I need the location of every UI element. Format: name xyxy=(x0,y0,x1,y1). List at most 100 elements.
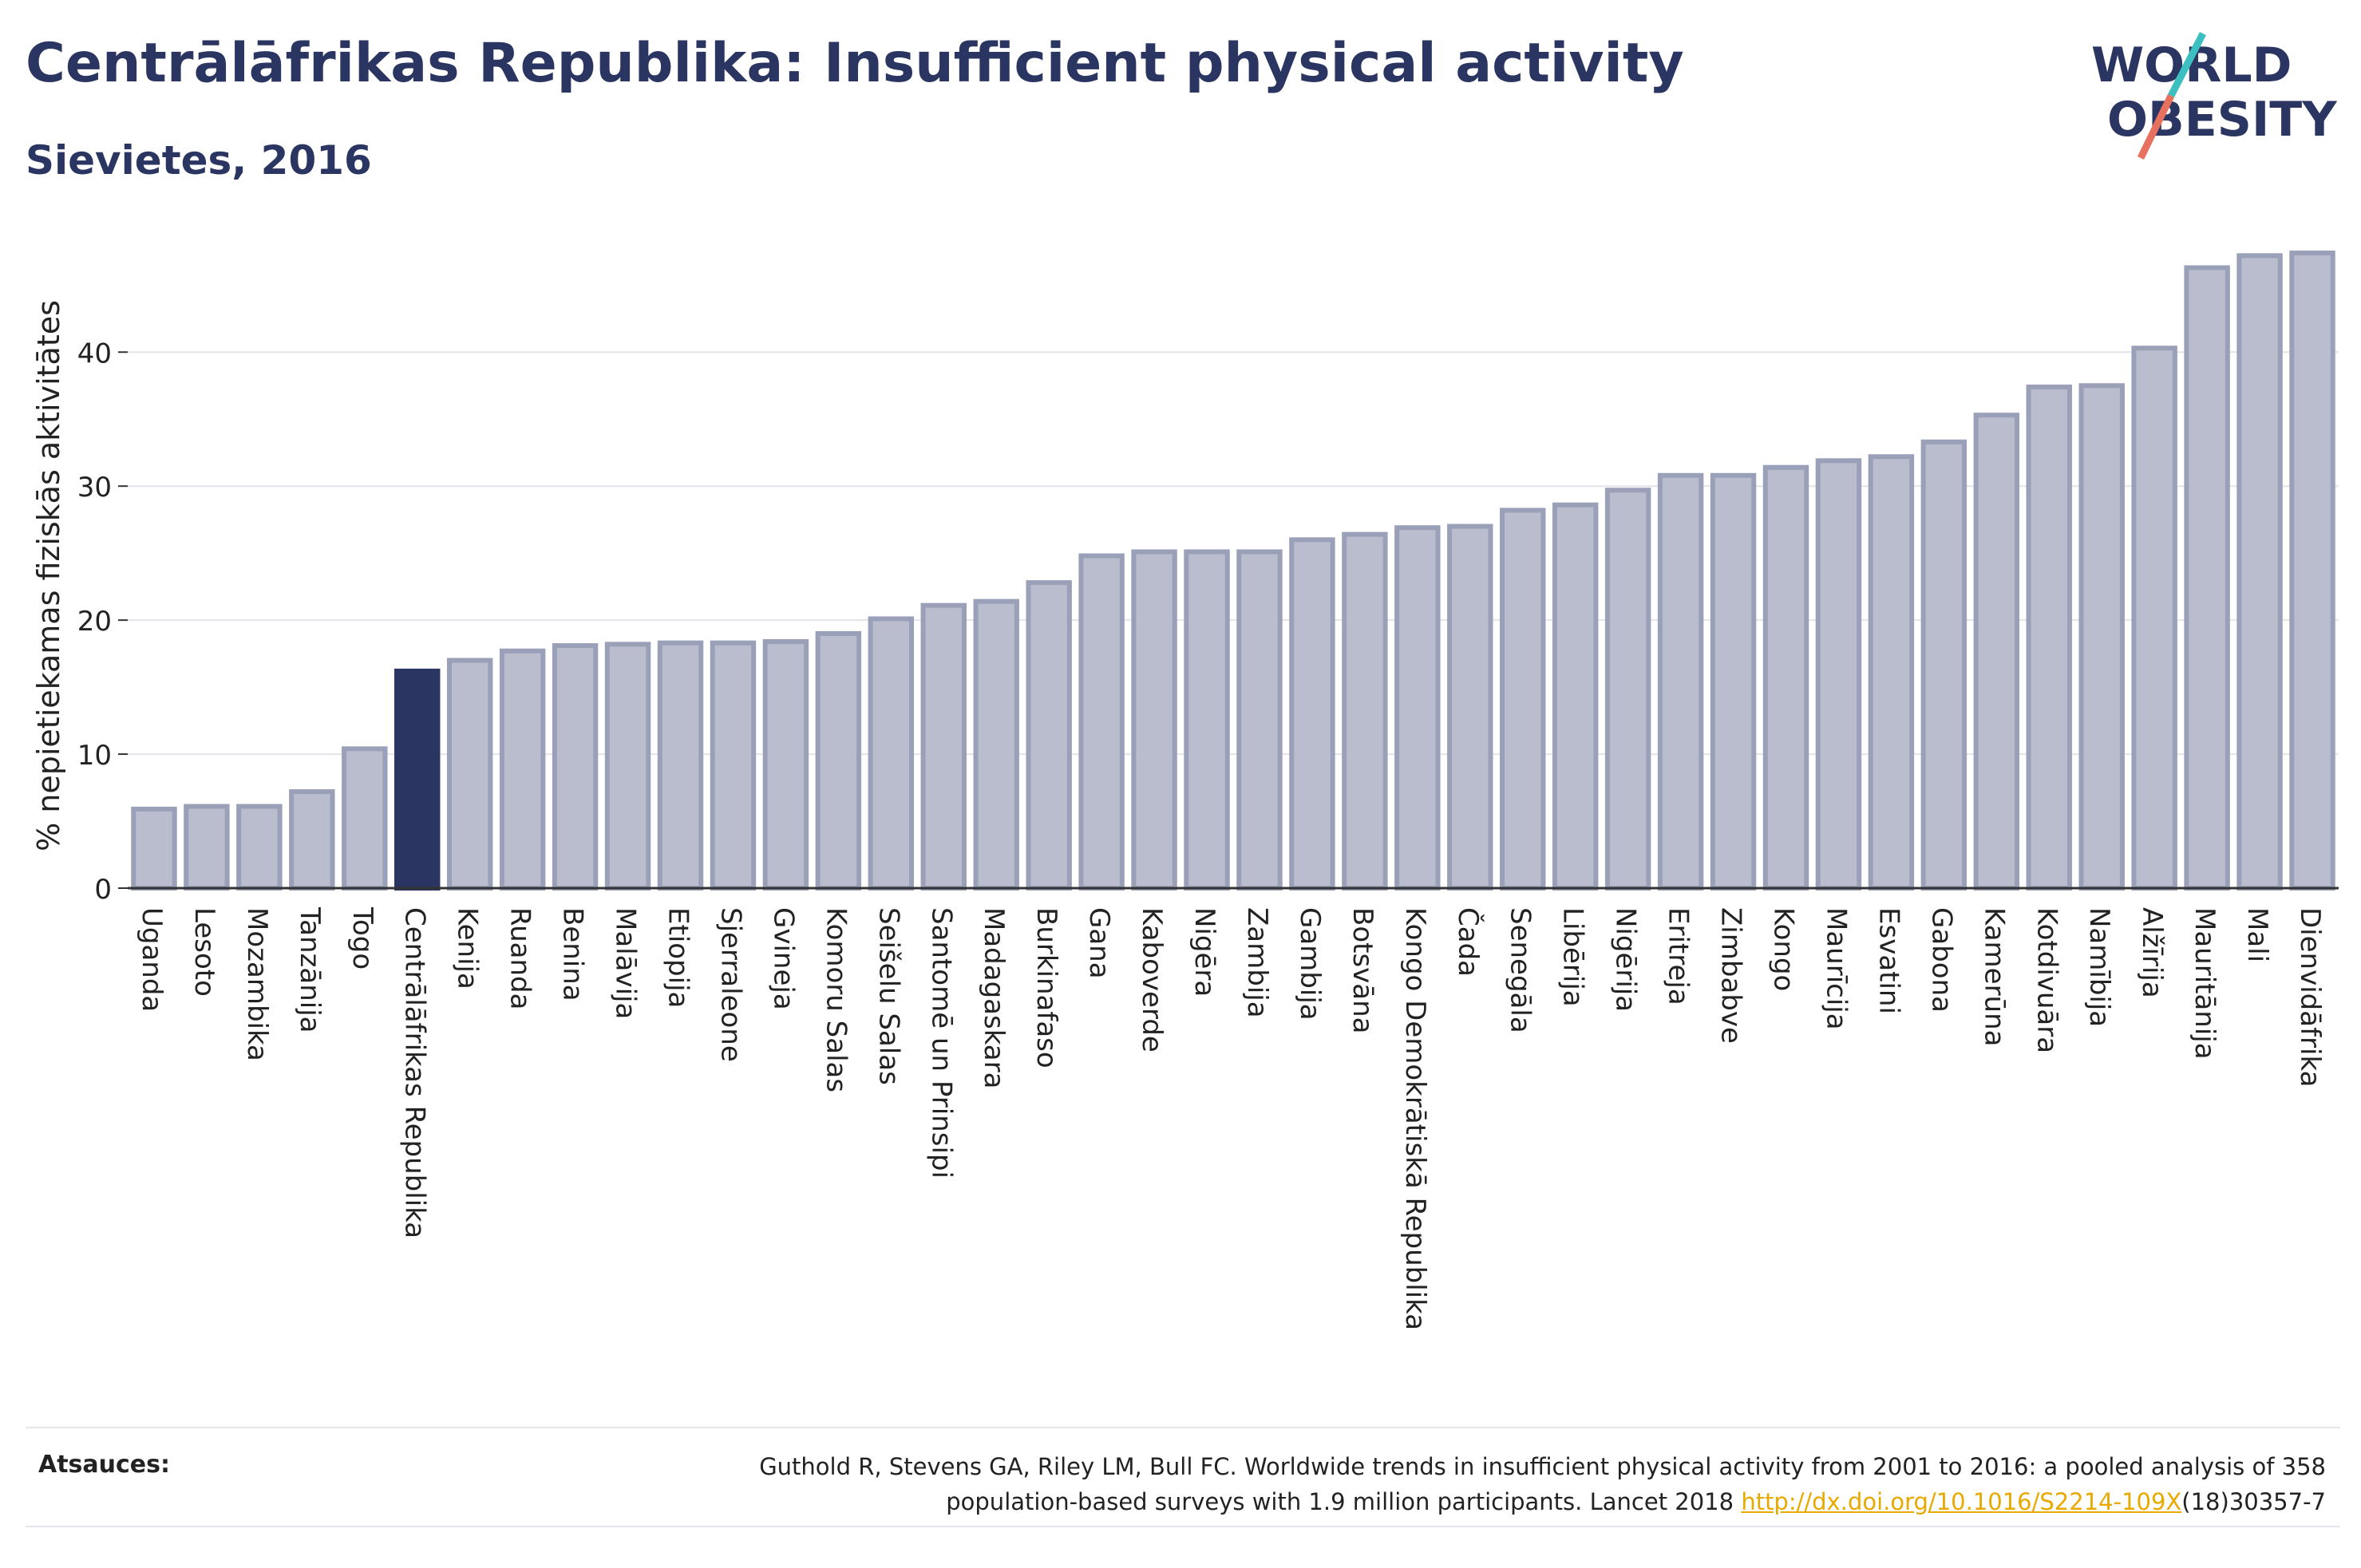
x-tick-label: Alžīrija xyxy=(2136,907,2168,998)
x-tick-label: Libērija xyxy=(1557,907,1589,1007)
x-tick-label: Komoru Salas xyxy=(820,907,852,1092)
x-tick-label: Kongo xyxy=(1768,907,1800,991)
x-tick-label: Benina xyxy=(557,907,589,1001)
logo-line-1: WORLD xyxy=(2091,38,2292,93)
bar-9 xyxy=(604,642,651,891)
x-tick-label: Lesoto xyxy=(188,907,220,997)
y-tick-label: 10 xyxy=(77,740,112,772)
x-tick-label: Santomē un Prinsipi xyxy=(925,907,957,1179)
bar-21 xyxy=(1236,549,1283,891)
bar-26 xyxy=(1500,508,1546,891)
x-tick-label: Malāvija xyxy=(610,907,642,1019)
bar-11 xyxy=(710,640,757,891)
x-tick-label: Uganda xyxy=(136,907,168,1012)
bar-38 xyxy=(2131,346,2177,891)
bar-1 xyxy=(184,804,230,891)
reference-link[interactable]: http://dx.doi.org/10.1016/S2214-109X xyxy=(1741,1488,2182,1515)
x-tick-label: Esvatini xyxy=(1873,907,1904,1014)
x-tick-label: Sjerraleone xyxy=(714,907,746,1062)
bar-30 xyxy=(1710,472,1757,891)
grid-lines xyxy=(128,351,2339,756)
bar-33 xyxy=(1868,454,1915,891)
reference-text-2: population-based surveys with 1.9 millio… xyxy=(946,1488,1742,1515)
x-tick-label: Mozambika xyxy=(241,907,273,1061)
axes: 0 10 20 30 40 Uganda Lesoto Mozambika Tanzānija T… xyxy=(77,338,2339,1330)
x-tick-label: Seišelu Salas xyxy=(872,907,904,1085)
x-tick-label: Kotdivuāra xyxy=(2031,907,2062,1053)
bar-35 xyxy=(1973,413,2020,891)
x-tick-label: Namībija xyxy=(2083,907,2115,1027)
bar-15 xyxy=(920,602,967,891)
x-tick-label: Dienvidāfrika xyxy=(2294,907,2326,1087)
logo-slash-teal xyxy=(2167,31,2207,98)
bar-20 xyxy=(1184,549,1230,891)
footer-label: Atsauces: xyxy=(38,1451,170,1479)
x-tick-label: Gvineja xyxy=(767,907,799,1010)
x-tick-label: Zimbabve xyxy=(1715,907,1747,1044)
bar-4 xyxy=(342,746,388,891)
bar-36 xyxy=(2026,384,2072,891)
bar-18 xyxy=(1078,553,1125,891)
bar-37 xyxy=(2078,383,2125,891)
bar-22 xyxy=(1289,537,1335,891)
x-tick-label: Centrālāfrikas Republika xyxy=(399,907,431,1238)
bar-0 xyxy=(131,806,177,891)
bar-40 xyxy=(2236,253,2283,891)
bar-2 xyxy=(236,804,283,891)
y-axis-label: % nepietiekamas fiziskās aktivitātes xyxy=(31,300,66,851)
x-tick-label: Kaboverde xyxy=(1136,907,1168,1053)
bar-16 xyxy=(973,598,1019,891)
bar-12 xyxy=(762,639,809,891)
bars xyxy=(131,251,2335,891)
x-tick-label: Togo xyxy=(346,906,378,970)
bar-3 xyxy=(289,789,335,891)
x-tick-label: Kongo Demokrātiskā Republika xyxy=(1399,907,1431,1330)
footer-divider-top xyxy=(26,1427,2340,1428)
bar-41 xyxy=(2289,251,2335,891)
x-tick-label: Mauritānija xyxy=(2189,907,2221,1060)
reference-text-3: (18)30357-7 xyxy=(2181,1488,2326,1515)
x-tick-label: Zambija xyxy=(1241,907,1273,1018)
y-tick-label: 0 xyxy=(94,874,112,906)
logo-line-2: OBESITY xyxy=(2107,92,2338,148)
bar-39 xyxy=(2184,265,2230,891)
x-tick-label: Burkinafaso xyxy=(1030,907,1062,1068)
bar-6 xyxy=(446,658,493,891)
bar-25 xyxy=(1447,523,1493,891)
bar-27 xyxy=(1552,502,1599,891)
world-obesity-logo: WORLD OBESITY xyxy=(2091,31,2338,160)
x-tick-label: Eritreja xyxy=(1663,907,1695,1005)
x-tick-label: Nigēra xyxy=(1188,907,1220,997)
x-tick-label: Nigērija xyxy=(1610,907,1642,1012)
bar-10 xyxy=(657,640,704,891)
bar-13 xyxy=(815,630,862,891)
bar-17 xyxy=(1026,580,1072,891)
x-tick-label: Kenija xyxy=(452,907,484,989)
x-tick-label: Senegāla xyxy=(1505,907,1536,1033)
footer-divider-bottom xyxy=(26,1526,2340,1527)
bar-19 xyxy=(1131,549,1177,891)
x-tick-label: Madagaskara xyxy=(978,907,1010,1088)
x-tick-label: Maurīcija xyxy=(1820,907,1852,1030)
chart-subtitle: Sievietes, 2016 xyxy=(26,137,372,184)
bar-8 xyxy=(552,643,599,891)
bar-29 xyxy=(1657,472,1704,891)
bar-14 xyxy=(868,616,915,891)
x-tick-label: Kamerūna xyxy=(1978,907,2010,1046)
bar-31 xyxy=(1762,464,1809,891)
x-tick-label: Gambija xyxy=(1294,907,1326,1021)
x-tick-label: Tanzānija xyxy=(294,906,326,1033)
x-tick-label: Čada xyxy=(1452,907,1485,977)
bar-28 xyxy=(1604,488,1651,891)
bar-5 xyxy=(394,668,441,891)
x-tick-label: Etiopija xyxy=(662,907,694,1008)
bar-32 xyxy=(1815,458,1862,891)
bar-7 xyxy=(499,648,546,891)
x-tick-label: Gana xyxy=(1083,907,1115,979)
y-tick-label: 40 xyxy=(77,338,112,369)
y-tick-label: 20 xyxy=(77,606,112,638)
x-tick-label: Ruanda xyxy=(504,907,536,1009)
logo-slash-coral xyxy=(2137,94,2175,160)
bar-23 xyxy=(1342,531,1388,891)
x-tick-label: Botsvāna xyxy=(1347,907,1378,1034)
